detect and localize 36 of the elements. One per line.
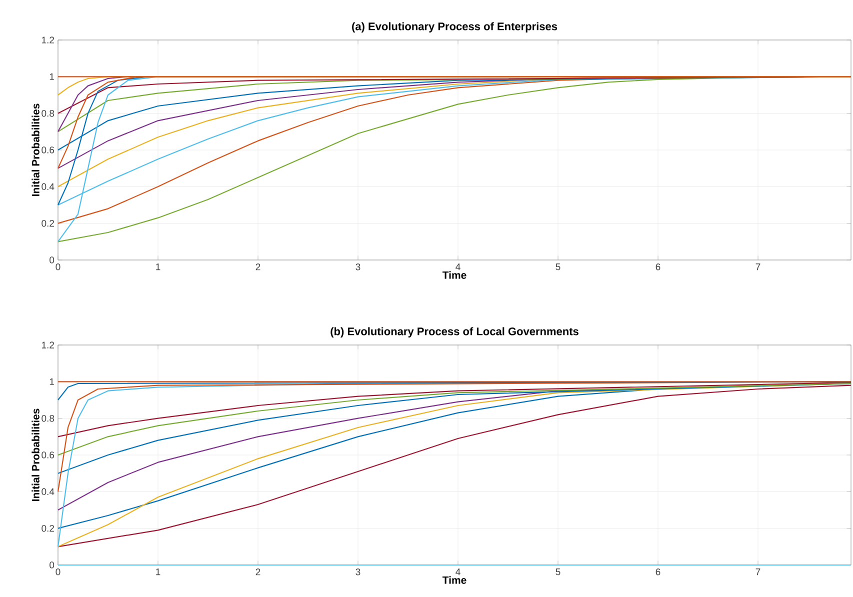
x-axis-title: Time [442,271,466,279]
y-tick-label: 1 [50,73,54,80]
x-tick-label: 5 [556,568,560,576]
x-tick-label: 1 [156,568,160,576]
y-tick-label: 1 [50,378,54,385]
x-tick-label: 2 [256,264,260,270]
x-tick-label: 6 [656,264,660,270]
y-tick-label: 1.2 [42,342,54,348]
x-tick-label: 2 [256,568,260,576]
x-tick-label: 5 [556,264,560,270]
x-tick-label: 3 [356,568,360,576]
y-tick-label: 0.2 [42,220,54,227]
y-tick-label: 0.6 [42,146,54,154]
y-tick-label: 0 [50,562,54,568]
y-axis-title: Initial Probabilities [32,408,40,501]
x-tick-label: 7 [756,568,760,576]
y-tick-label: 0.8 [42,414,54,422]
y-tick-label: 0.2 [42,524,54,532]
y-tick-label: 0.4 [42,183,54,190]
chart-title: (b) Evolutionary Process of Local Governments [330,327,578,338]
y-tick-label: 0.4 [42,488,54,496]
x-axis-title: Time [442,576,466,584]
chart-title: (a) Evolutionary Process of Enterprises [352,22,558,32]
x-tick-label: 4 [456,264,460,270]
x-tick-label: 4 [456,568,460,576]
y-tick-label: 0 [50,256,54,264]
y-tick-label: 0.6 [42,452,54,458]
x-tick-label: 1 [156,264,160,270]
x-tick-label: 3 [356,264,360,270]
x-tick-label: 0 [56,264,60,270]
x-tick-label: 7 [756,264,760,270]
x-tick-label: 0 [56,568,60,576]
y-tick-label: 1.2 [42,36,54,44]
x-tick-label: 6 [656,568,660,576]
y-tick-label: 0.8 [42,110,54,117]
y-axis-title: Initial Probabilities [32,104,40,196]
